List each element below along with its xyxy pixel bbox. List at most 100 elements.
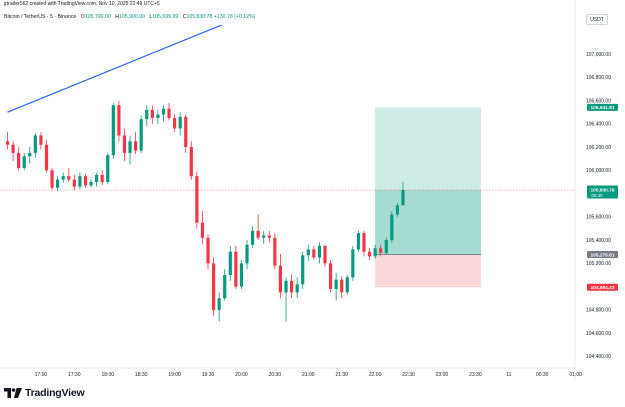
candle-body — [139, 119, 143, 151]
y-tick-label: 107,000.00 — [586, 52, 611, 58]
tradingview-logo: TradingView — [4, 387, 85, 399]
open-label: O — [80, 14, 85, 20]
candle-body — [217, 298, 221, 310]
chart-attribution: jrtrader562 created with TradingView.com… — [4, 1, 160, 7]
close-label: C — [182, 14, 187, 20]
y-tick-label: 105,200.00 — [586, 261, 611, 267]
x-tick-label: 21:30 — [335, 372, 348, 378]
low-value: 105,699.99 — [152, 14, 179, 20]
candle-body — [5, 141, 10, 145]
x-tick-label: 17:00 — [35, 372, 48, 378]
candle-body — [72, 179, 76, 187]
candle-body — [273, 237, 277, 266]
candle-body — [28, 152, 32, 157]
candle-body — [301, 255, 305, 285]
candle-body — [356, 233, 361, 250]
x-tick-label: 21:00 — [302, 372, 315, 378]
position-stop-zone[interactable] — [375, 254, 481, 288]
y-tick-label: 105,400.00 — [586, 238, 611, 244]
candle-body — [395, 205, 399, 215]
candle-body — [128, 141, 132, 153]
candle-body — [351, 249, 355, 278]
candle-body — [50, 170, 54, 188]
candle-body — [250, 230, 255, 245]
candle-body — [56, 179, 60, 188]
candle-body — [178, 116, 182, 129]
candle-body — [44, 144, 49, 171]
candle-body — [340, 279, 344, 293]
trendline[interactable] — [7, 19, 236, 113]
candle-body — [111, 105, 115, 156]
candle-body — [200, 222, 205, 238]
x-tick-label: 19:00 — [168, 372, 181, 378]
high-label: H — [115, 14, 119, 20]
candle-body — [306, 249, 310, 256]
candle-body — [234, 251, 238, 287]
candle-body — [83, 176, 88, 186]
y-tick-label: 106,400.00 — [586, 122, 611, 128]
position-target-zone[interactable] — [375, 107, 481, 255]
candle-body — [161, 108, 166, 115]
y-tick-label: 106,800.00 — [586, 75, 611, 81]
y-tick-label: 104,400.00 — [586, 354, 611, 360]
x-tick-label: 11 — [506, 372, 511, 378]
y-tick-label: 104,600.00 — [586, 331, 611, 337]
candle-body — [189, 147, 193, 177]
x-tick-label: 17:30 — [68, 372, 81, 378]
x-tick-label: 23:00 — [436, 372, 449, 378]
candle-body — [373, 248, 377, 257]
candle-body — [145, 109, 149, 120]
candle-body — [390, 214, 394, 241]
candle-body — [267, 235, 271, 238]
symbol-title[interactable]: Bitcoin / TetherUS · 5 · Binance — [4, 14, 77, 20]
low-label: L — [149, 14, 153, 20]
x-tick-label: 19:30 — [202, 372, 215, 378]
candle-body — [122, 135, 127, 153]
candle-body — [206, 237, 210, 264]
candle-body — [100, 174, 104, 182]
candle-body — [401, 190, 405, 206]
candle-body — [11, 144, 15, 153]
x-tick-label: 18:00 — [102, 372, 115, 378]
candle-body — [367, 251, 372, 257]
current-price-label-bg — [587, 185, 618, 199]
candle-body — [89, 181, 93, 186]
bar-countdown-label: 00:40 — [591, 193, 603, 198]
candle-body — [328, 263, 333, 289]
entry-price-label: 105,275.81 — [590, 252, 614, 258]
stop-price-label-bg — [587, 283, 618, 291]
candle-body — [134, 141, 138, 151]
entry-price-label-bg — [587, 251, 618, 259]
candle-body — [223, 274, 227, 299]
candle-body — [117, 105, 121, 136]
open-value: 105,700.00 — [84, 14, 111, 20]
candle-body — [245, 244, 249, 264]
x-tick-label: 23:30 — [469, 372, 482, 378]
candle-body — [323, 245, 327, 264]
tradingview-logo-icon — [4, 388, 22, 398]
y-tick-label: 106,600.00 — [586, 98, 611, 104]
x-tick-label: 01:00 — [569, 372, 582, 378]
candle-body — [345, 277, 349, 293]
currency-unit-button[interactable]: USDT — [586, 14, 608, 25]
candle-body — [184, 116, 188, 148]
x-tick-label: 22:00 — [369, 372, 382, 378]
candle-body — [228, 251, 232, 275]
candle-body — [284, 280, 288, 293]
candle-body — [61, 176, 65, 180]
position-profit-zone — [375, 190, 481, 255]
candle-body — [262, 235, 266, 238]
y-tick-label: 106,000.00 — [586, 168, 611, 174]
candle-body — [17, 152, 21, 169]
y-tick-label: 104,800.00 — [586, 308, 611, 314]
candle-body — [384, 240, 388, 253]
candle-body — [156, 114, 160, 119]
target-price-label-bg — [587, 103, 618, 111]
candle-body — [39, 135, 43, 145]
y-tick-label: 105,600.00 — [586, 215, 611, 221]
candle-body — [256, 230, 260, 238]
candle-body — [173, 118, 177, 129]
tradingview-logo-text: TradingView — [25, 387, 85, 399]
candle-body — [78, 176, 82, 187]
